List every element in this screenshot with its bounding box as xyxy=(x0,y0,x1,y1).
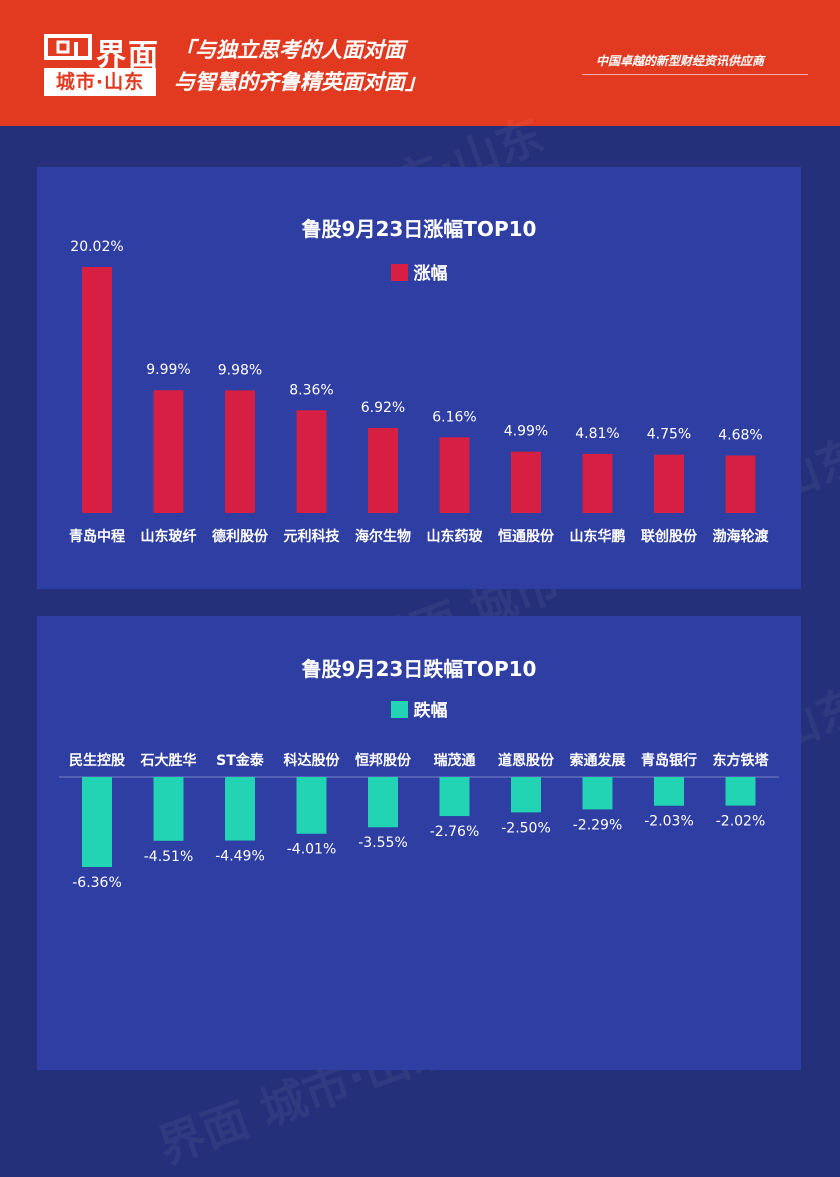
gain-chart-panel: 鲁股9月23日涨幅TOP10 涨幅 20.02% 青岛中程 9.99% 山东玻纤 9.9… xyxy=(37,167,801,589)
loss-bar xyxy=(725,777,756,806)
loss-category-label: 道恩股份 xyxy=(498,752,555,769)
logo-subtitle: 城市·山东 xyxy=(44,68,156,96)
gain-category-label: 联创股份 xyxy=(641,528,698,545)
gain-bar xyxy=(82,267,112,513)
loss-data-label: -4.51% xyxy=(144,849,194,865)
logo-name: 界面 xyxy=(96,38,160,73)
loss-data-label: -2.50% xyxy=(501,820,551,836)
gain-bar xyxy=(582,453,613,513)
loss-bar xyxy=(439,777,470,817)
gain-legend-swatch xyxy=(390,264,408,281)
gain-category-label: 青岛中程 xyxy=(69,528,125,545)
gain-category-label: 山东华鹏 xyxy=(570,528,626,545)
gain-category-label: 元利科技 xyxy=(284,528,341,545)
gain-bar xyxy=(439,437,470,513)
loss-legend-label: 跌幅 xyxy=(413,701,448,721)
loss-data-label: -2.02% xyxy=(716,814,766,830)
loss-bar xyxy=(153,777,184,841)
gain-bar xyxy=(368,427,398,513)
slogan-line-1: 「与独立思考的人面对面 xyxy=(174,38,405,62)
loss-chart-title: 鲁股9月23日跌幅TOP10 xyxy=(301,657,537,681)
tagline: 中国卓越的新型财经资讯供应商 xyxy=(595,54,764,68)
loss-bar xyxy=(582,777,613,810)
gain-bar xyxy=(296,410,327,513)
loss-category-label: ST金泰 xyxy=(216,752,265,769)
loss-data-label: -3.55% xyxy=(358,835,408,851)
gain-data-label: 6.16% xyxy=(432,409,476,425)
gain-data-label: 4.75% xyxy=(647,427,691,443)
gain-data-label: 6.92% xyxy=(361,400,405,416)
gain-category-label: 山东玻纤 xyxy=(141,528,197,545)
loss-data-label: -6.36% xyxy=(72,875,122,891)
gain-category-label: 海尔生物 xyxy=(355,528,411,545)
logo-mark-icon xyxy=(44,34,92,60)
loss-category-label: 瑞茂通 xyxy=(434,752,476,769)
gain-bar xyxy=(511,451,541,513)
gain-bar-chart: 20.02% 青岛中程 9.99% 山东玻纤 9.98% 德利股份 8.36% 元利科技 6.9… xyxy=(69,239,770,545)
gain-bar xyxy=(654,454,684,513)
loss-legend: 跌幅 xyxy=(37,696,801,721)
gain-chart-title: 鲁股9月23日涨幅TOP10 xyxy=(301,217,537,241)
gain-data-label: 4.68% xyxy=(718,427,762,443)
gain-bar xyxy=(225,390,255,513)
gain-legend-label: 涨幅 xyxy=(413,264,448,284)
gain-category-label: 恒通股份 xyxy=(498,528,555,545)
loss-bar xyxy=(511,777,541,813)
gain-data-label: 20.02% xyxy=(70,239,123,255)
loss-data-label: -4.01% xyxy=(287,842,337,858)
gain-bar xyxy=(153,390,184,513)
loss-legend-swatch xyxy=(390,701,408,718)
gain-bar xyxy=(725,455,756,513)
slogan: 「与独立思考的人面对面 与智慧的齐鲁精英面对面」 xyxy=(174,34,426,98)
logo: 界面 城市·山东 xyxy=(44,34,160,96)
gain-data-label: 4.81% xyxy=(575,426,619,442)
gain-category-label: 山东药玻 xyxy=(427,528,484,545)
loss-data-label: -2.29% xyxy=(573,817,623,833)
loss-category-label: 索通发展 xyxy=(570,752,626,769)
loss-data-label: -4.49% xyxy=(215,849,265,865)
gain-data-label: 9.99% xyxy=(146,362,190,378)
slogan-line-2: 与智慧的齐鲁精英面对面」 xyxy=(174,70,426,94)
loss-bar xyxy=(82,777,112,867)
gain-category-label: 渤海轮渡 xyxy=(713,528,770,545)
loss-data-label: -2.03% xyxy=(644,814,694,830)
loss-bar xyxy=(654,777,684,806)
loss-bar-chart: -6.36% 民生控股 -4.51% 石大胜华 -4.49% ST金泰 -4.01% 科达股份… xyxy=(59,752,779,891)
loss-bar xyxy=(368,777,398,828)
tagline-divider xyxy=(582,74,808,75)
loss-category-label: 石大胜华 xyxy=(140,752,197,769)
loss-bar xyxy=(225,777,255,841)
loss-chart-panel: 鲁股9月23日跌幅TOP10 跌幅 -6.36% 民生控股 -4.51% 石大胜华 -4… xyxy=(37,616,801,1070)
gain-data-label: 4.99% xyxy=(504,424,548,440)
gain-data-label: 9.98% xyxy=(218,362,262,378)
loss-category-label: 东方铁塔 xyxy=(713,752,770,769)
loss-bar xyxy=(296,777,327,834)
loss-category-label: 青岛银行 xyxy=(641,752,697,769)
gain-category-label: 德利股份 xyxy=(212,528,269,545)
loss-category-label: 科达股份 xyxy=(284,752,341,769)
loss-data-label: -2.76% xyxy=(430,824,480,840)
header-banner: 界面 城市·山东 「与独立思考的人面对面 与智慧的齐鲁精英面对面」 中国卓越的新… xyxy=(0,0,840,126)
loss-category-label: 恒邦股份 xyxy=(355,752,412,769)
gain-legend: 涨幅 xyxy=(37,259,801,284)
loss-category-label: 民生控股 xyxy=(69,752,126,769)
gain-data-label: 8.36% xyxy=(289,382,333,398)
